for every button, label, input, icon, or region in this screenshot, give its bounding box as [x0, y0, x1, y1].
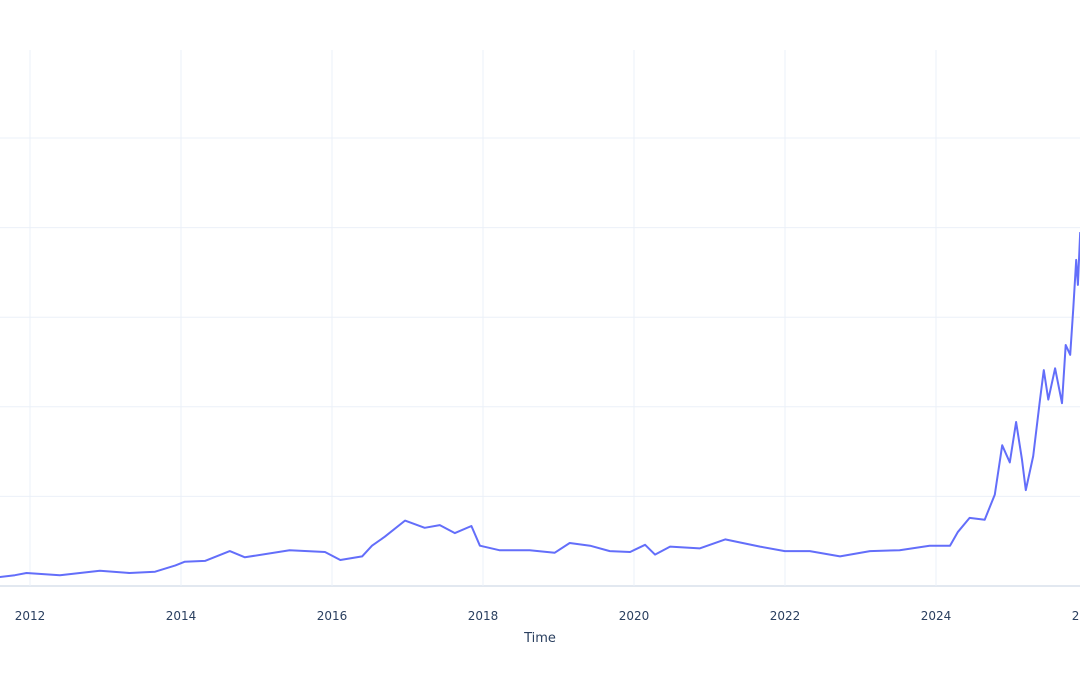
x-tick-label: 2018 [468, 609, 499, 623]
series-line [0, 232, 1080, 578]
x-tick-label: 2022 [770, 609, 801, 623]
x-tick-label: 2012 [15, 609, 46, 623]
x-axis-title: Time [523, 631, 556, 646]
x-tick-label: 2020 [619, 609, 650, 623]
x-tick-label: 2026 [1072, 609, 1080, 623]
x-axis-ticks: 2012 2014 2016 2018 2020 2022 2024 2026 [15, 609, 1080, 623]
x-tick-label: 2016 [317, 609, 348, 623]
gridlines [0, 50, 1080, 587]
x-tick-label: 2024 [921, 609, 952, 623]
x-tick-label: 2014 [166, 609, 197, 623]
